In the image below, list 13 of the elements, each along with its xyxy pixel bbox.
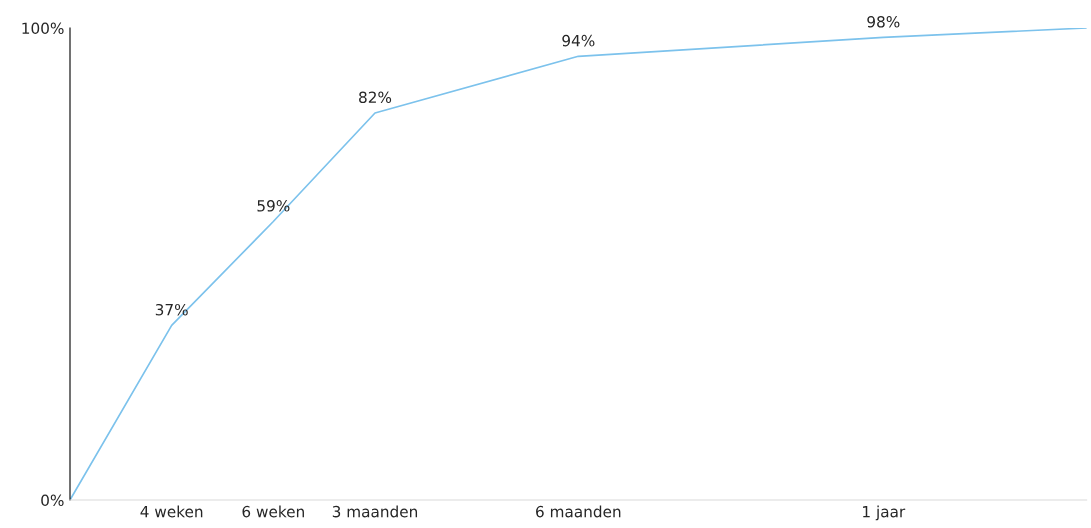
data-label: 94% xyxy=(562,34,595,47)
data-label: 37% xyxy=(155,303,188,316)
x-tick-label: 6 maanden xyxy=(536,505,621,518)
y-tick-label: 0% xyxy=(41,494,64,507)
x-tick-label: 3 maanden xyxy=(332,505,418,518)
x-tick-label: 1 jaar xyxy=(863,505,906,521)
data-label: 98% xyxy=(867,15,900,28)
data-label: 59% xyxy=(257,200,290,212)
x-tick-label: 6 weken xyxy=(242,505,304,518)
data-label: 82% xyxy=(359,91,392,104)
x-tick-label: 4 weken xyxy=(140,505,203,518)
y-tick-label: 100% xyxy=(22,22,64,35)
line-series xyxy=(70,28,1087,500)
